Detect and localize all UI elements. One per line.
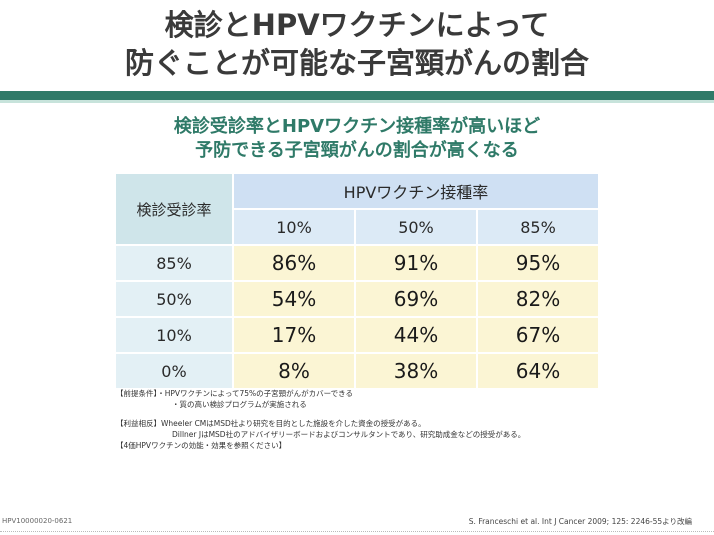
premise-label: 【前提条件】 xyxy=(116,389,158,398)
table-header-row-1: 検診受診率 HPVワクチン接種率 xyxy=(116,174,598,244)
premise-text-1: ・HPVワクチンによって75%の子宮頸がんがカバーできる xyxy=(157,389,354,398)
table-cell: 95% xyxy=(477,246,598,280)
slide-subtitle: 検診受診率とHPVワクチン接種率が高いほど 予防できる子宮頸がんの割合が高くなる xyxy=(0,115,714,163)
bottom-divider xyxy=(0,531,714,532)
table-cell: 86% xyxy=(234,246,354,280)
reference-note: 【4価HPVワクチンの効能・効果を参照ください】 xyxy=(116,441,287,450)
slide-subtitle-line1: 検診受診率とHPVワクチン接種率が高いほど xyxy=(173,116,541,137)
column-header: 50% xyxy=(355,210,476,244)
table-cell: 91% xyxy=(355,246,476,280)
column-header: 10% xyxy=(234,210,354,244)
coi-line-1: 【利益相反】Wheeler CMはMSD社より研究を目的とした施設を介した資金の… xyxy=(116,418,636,429)
coi-text-1: Wheeler CMはMSD社より研究を目的とした施設を介した資金の授受がある。 xyxy=(161,419,426,428)
table-cell: 44% xyxy=(355,318,476,352)
row-label: 10% xyxy=(116,318,232,352)
table-row: 0% 8% 38% 64% xyxy=(116,354,598,388)
table-cell: 64% xyxy=(477,354,598,388)
title-divider-band-light xyxy=(0,100,714,103)
premise-line-2: ・質の高い検診プログラムが実施される xyxy=(172,400,307,409)
row-label: 0% xyxy=(116,354,232,388)
slide-title-line2: 防ぐことが可能な子宮頸がんの割合 xyxy=(124,46,589,80)
column-header: 85% xyxy=(477,210,598,244)
slide-title: 検診とHPVワクチンによって 防ぐことが可能な子宮頸がんの割合 xyxy=(0,6,714,82)
table-cell: 67% xyxy=(477,318,598,352)
table-row: 10% 17% 44% 67% xyxy=(116,318,598,352)
slide-title-line1: 検診とHPVワクチンによって xyxy=(164,8,550,42)
coi-line-2: Dillner JはMSD社のアドバイザリーボードおよびコンサルタントであり、研… xyxy=(172,430,526,439)
table-cell: 8% xyxy=(234,354,354,388)
document-code: HPV10000020-0621 xyxy=(2,517,73,525)
table-cell: 38% xyxy=(355,354,476,388)
column-group-label: HPVワクチン接種率 xyxy=(234,174,598,208)
slide-subtitle-line2: 予防できる子宮頸がんの割合が高くなる xyxy=(195,140,519,161)
title-divider-band xyxy=(0,91,714,100)
table-row: 50% 54% 69% 82% xyxy=(116,282,598,316)
footnotes: 【前提条件】・HPVワクチンによって75%の子宮頸がんがカバーできる ・質の高い… xyxy=(116,388,636,451)
table-header-row-2: 10% 50% 85% xyxy=(116,210,598,244)
citation: S. Franceschi et al. Int J Cancer 2009; … xyxy=(468,517,692,526)
coi-label: 【利益相反】 xyxy=(116,419,161,428)
table-cell: 17% xyxy=(234,318,354,352)
table-cell: 82% xyxy=(477,282,598,316)
prevention-rate-table: 検診受診率 HPVワクチン接種率 10% 50% 85% 85% 86% 91%… xyxy=(114,172,600,390)
row-label: 50% xyxy=(116,282,232,316)
table-cell: 69% xyxy=(355,282,476,316)
row-label: 85% xyxy=(116,246,232,280)
premise-line-1: 【前提条件】・HPVワクチンによって75%の子宮頸がんがカバーできる xyxy=(116,388,636,399)
table-row: 85% 86% 91% 95% xyxy=(116,246,598,280)
table-cell: 54% xyxy=(234,282,354,316)
row-header-label: 検診受診率 xyxy=(116,174,232,244)
